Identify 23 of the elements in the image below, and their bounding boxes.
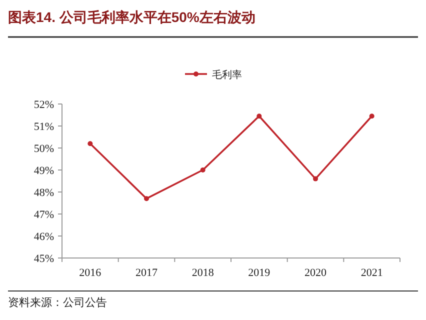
y-tick-label: 50% (34, 143, 54, 155)
x-tick-label: 2016 (79, 267, 102, 279)
x-tick-label: 2021 (360, 267, 383, 279)
x-tick-label: 2019 (248, 267, 271, 279)
point (369, 114, 374, 119)
legend-label: 毛利率 (212, 69, 242, 81)
x-tick-label: 2020 (304, 267, 327, 279)
point (88, 141, 93, 146)
y-tick-label: 45% (34, 253, 54, 265)
point (256, 114, 262, 119)
y-tick-label: 47% (34, 209, 54, 221)
y-tick-label: 49% (34, 165, 54, 177)
y-tick-label: 46% (34, 231, 54, 243)
point (313, 176, 318, 182)
point (200, 168, 206, 172)
y-tick-label: 51% (34, 121, 54, 133)
x-tick-label: 2018 (192, 267, 214, 279)
y-tick-label: 52% (34, 99, 54, 111)
text: 资料来源：公司公告 (8, 296, 107, 309)
chart-title: 图表14. 公司毛利率水平在50%左右波动 (8, 9, 256, 25)
x-tick-label: 2017 (136, 267, 158, 279)
y-tick-label: 48% (34, 187, 54, 199)
point (144, 196, 149, 202)
